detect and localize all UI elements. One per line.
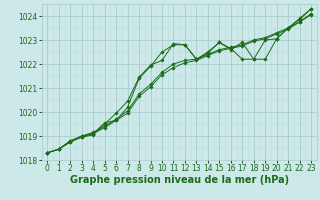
X-axis label: Graphe pression niveau de la mer (hPa): Graphe pression niveau de la mer (hPa)	[70, 175, 289, 185]
